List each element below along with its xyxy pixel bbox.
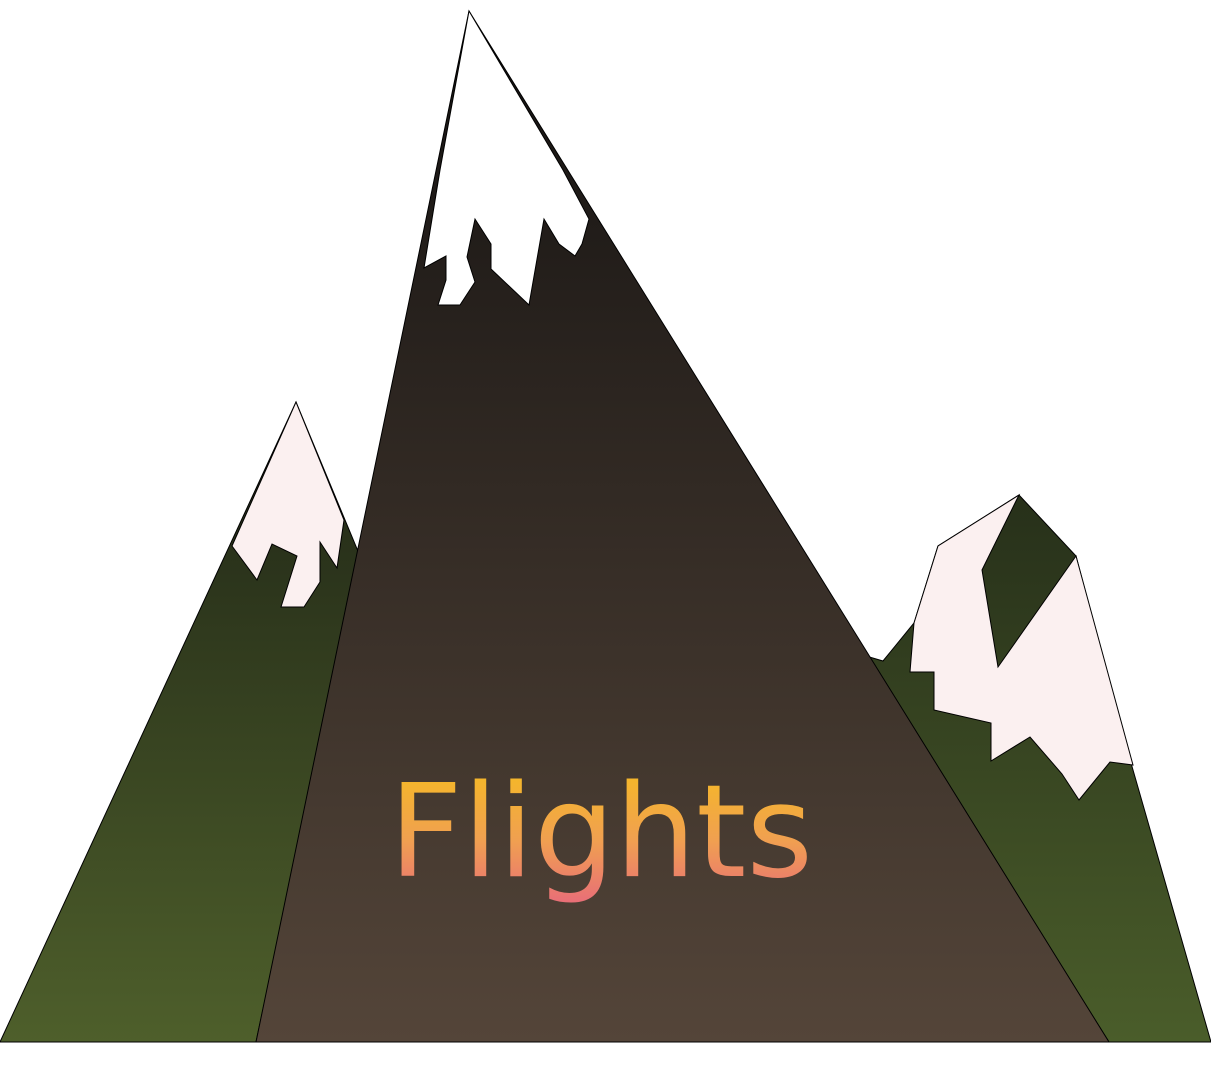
left-mountain-snow: [231, 400, 345, 608]
right-mountain-snow: [909, 493, 1134, 801]
center-mountain-snow: [423, 9, 590, 307]
page-title: Flights: [389, 758, 813, 907]
